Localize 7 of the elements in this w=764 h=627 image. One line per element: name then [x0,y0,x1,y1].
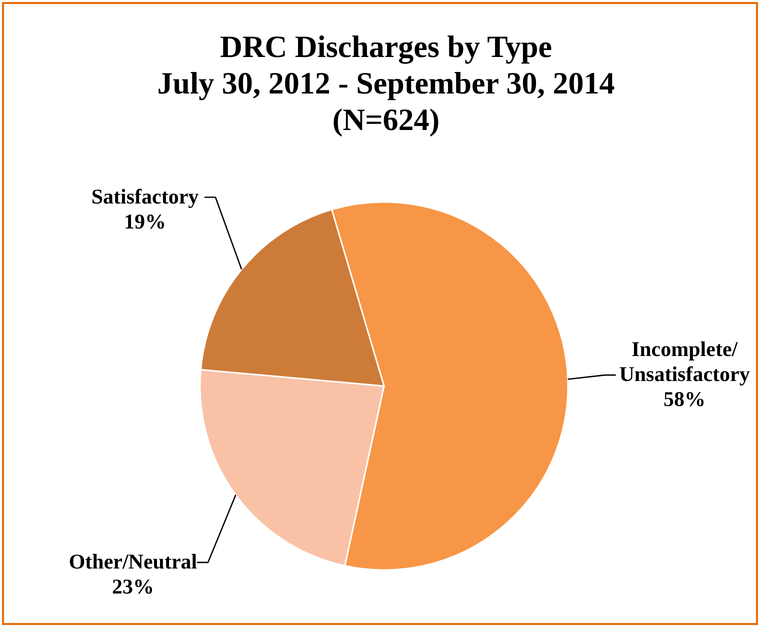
data-label: 23% [112,574,154,598]
chart-title: DRC Discharges by Type July 30, 2012 - September 30, 2014 (N=624) [157,29,615,137]
slice-label: Other/Neutral [68,549,198,574]
data-label: 58% [664,387,706,412]
data-label: 19% [124,209,166,234]
slice-label: Satisfactory [91,184,200,208]
slice-label: Incomplete/Unsatisfactory [619,337,750,386]
